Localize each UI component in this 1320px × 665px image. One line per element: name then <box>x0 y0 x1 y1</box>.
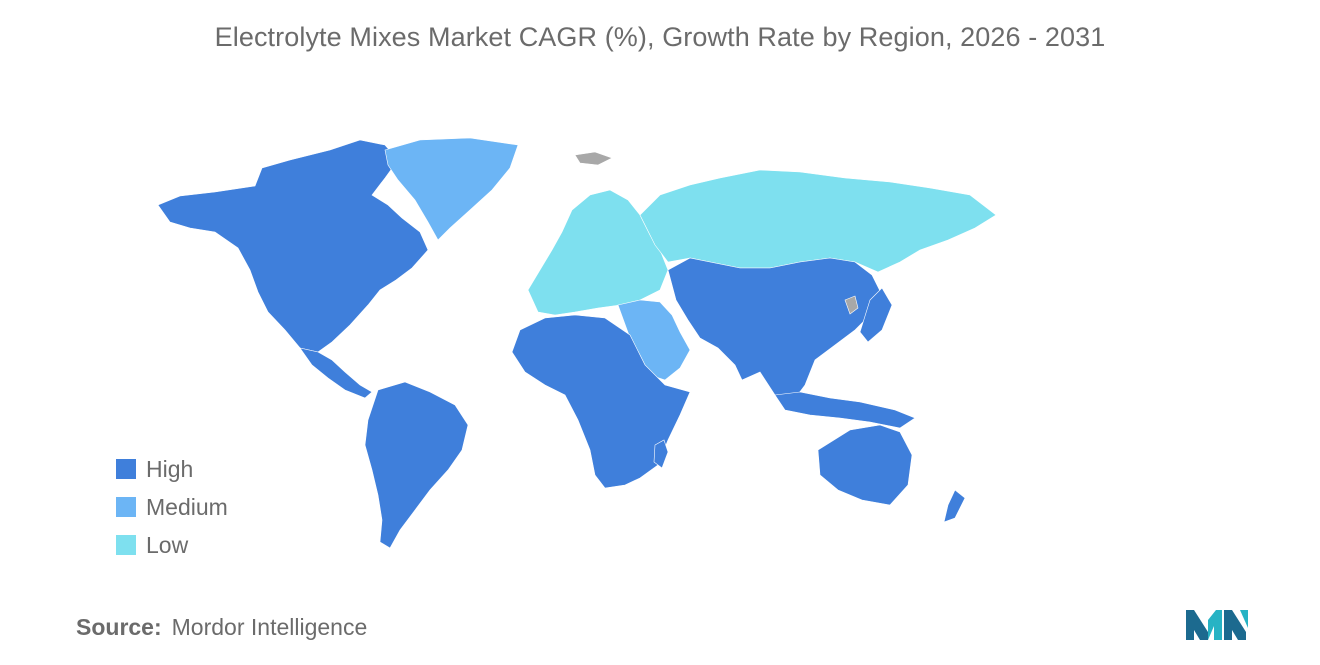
legend-label-low: Low <box>146 531 189 558</box>
legend-label-medium: Medium <box>146 493 228 520</box>
map-title: Electrolyte Mixes Market CAGR (%), Growt… <box>214 22 1106 52</box>
source-value: Mordor Intelligence <box>171 614 368 640</box>
region-no-data-korea <box>844 295 859 315</box>
region-southeast-asia-islands <box>774 391 916 429</box>
legend-swatch-low <box>116 535 136 555</box>
region-japan <box>859 287 893 343</box>
region-central-america <box>299 347 373 399</box>
legend-item-low: Low <box>116 526 228 564</box>
region-asia-pacific <box>667 257 883 406</box>
source-note: Source: Mordor Intelligence <box>76 614 367 641</box>
region-north-america <box>157 139 429 353</box>
region-south-america <box>364 381 469 549</box>
region-greenland <box>384 137 519 241</box>
source-key: Source: <box>76 614 162 640</box>
legend-label-high: High <box>146 455 194 482</box>
region-russia <box>639 169 997 273</box>
region-australia <box>817 424 913 506</box>
region-madagascar <box>653 439 669 469</box>
legend-item-medium: Medium <box>116 488 228 526</box>
legend-swatch-medium <box>116 497 136 517</box>
region-no-data-arctic <box>574 151 613 166</box>
legend-item-high: High <box>116 450 228 488</box>
region-africa <box>511 314 691 489</box>
mordor-intelligence-logo-icon <box>1186 610 1248 640</box>
region-new-zealand <box>943 489 966 523</box>
legend-swatch-high <box>116 459 136 479</box>
map-legend: High Medium Low <box>116 450 228 564</box>
